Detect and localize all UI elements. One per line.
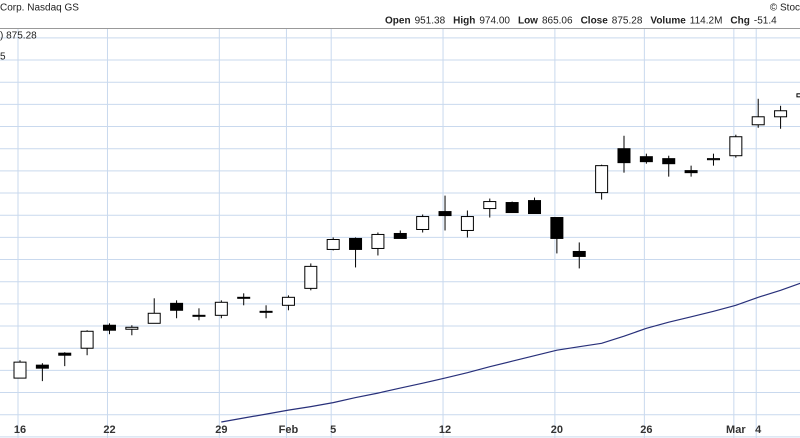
quote-value: -51.4 xyxy=(754,16,777,27)
credit: © Stoc xyxy=(770,3,800,14)
candle-body xyxy=(281,296,295,306)
x-tick-label: 12 xyxy=(439,424,451,436)
quote-value: 974.00 xyxy=(479,16,510,27)
candle-body xyxy=(371,233,385,249)
candle-body xyxy=(505,202,519,214)
plot: 16 22 29 Feb 5 12 20 26 Mar 4 ) 875.28 5 xyxy=(0,31,800,436)
legend-text: 5 xyxy=(0,52,6,63)
candle-body xyxy=(550,217,564,239)
legend-text: ) 875.28 xyxy=(0,31,37,42)
quote-label: Open xyxy=(385,16,411,27)
x-tick-label: 22 xyxy=(103,424,115,436)
candle-body xyxy=(304,265,318,289)
candle-body xyxy=(147,312,161,324)
quote-label: Chg xyxy=(730,16,749,27)
candle-body xyxy=(796,93,800,98)
candle-body xyxy=(58,352,72,356)
candle-body xyxy=(460,216,474,231)
candle-body xyxy=(774,110,788,118)
candle-body xyxy=(684,170,698,174)
candle-body xyxy=(170,302,184,311)
candle-body xyxy=(483,201,497,210)
candle-body xyxy=(102,324,116,331)
candle-body xyxy=(572,250,586,257)
x-tick-label: 29 xyxy=(215,424,227,436)
quote-value: 865.06 xyxy=(542,16,573,27)
candle-body xyxy=(192,314,206,317)
candle-body xyxy=(438,211,452,217)
quote-value: 114.2M xyxy=(690,16,723,27)
candle-body xyxy=(13,361,27,379)
quote-label: High xyxy=(453,16,475,27)
x-tick-label: 16 xyxy=(14,424,26,436)
candle-body xyxy=(349,237,363,250)
candle-body xyxy=(80,330,94,349)
candle-body xyxy=(259,310,273,313)
x-tick-label: 4 xyxy=(755,424,762,436)
candle-body xyxy=(125,326,139,330)
candle-body xyxy=(528,200,542,215)
quote-label: Low xyxy=(518,16,538,27)
candle-body xyxy=(639,156,653,163)
candle-body xyxy=(706,158,720,161)
x-tick-label: 5 xyxy=(330,424,336,436)
candle-body xyxy=(35,364,49,369)
quote-label: Close xyxy=(581,16,609,27)
x-tick-label: 26 xyxy=(640,424,652,436)
candle-body xyxy=(751,116,765,126)
candle-body xyxy=(237,296,251,299)
x-tick-label: Mar xyxy=(726,424,746,436)
candle-body xyxy=(214,301,228,316)
chart-title: Corp. Nasdaq GS xyxy=(0,3,79,14)
x-tick-label: 20 xyxy=(551,424,563,436)
quote-value: 951.38 xyxy=(415,16,446,27)
candle-body xyxy=(393,232,407,239)
candle-body xyxy=(662,158,676,165)
candle-body xyxy=(595,165,609,194)
candle-body xyxy=(729,136,743,157)
quote-label: Volume xyxy=(650,16,686,27)
candle-body xyxy=(326,239,340,250)
x-tick-label: Feb xyxy=(279,424,299,436)
grid xyxy=(0,29,800,438)
quote-bar: Open 951.38 High 974.00 Low 865.06 Close 875.28… xyxy=(385,16,777,27)
moving-average-line xyxy=(221,282,800,423)
quote-value: 875.28 xyxy=(612,16,643,27)
candle-body xyxy=(617,148,631,164)
candle-body xyxy=(416,216,430,230)
